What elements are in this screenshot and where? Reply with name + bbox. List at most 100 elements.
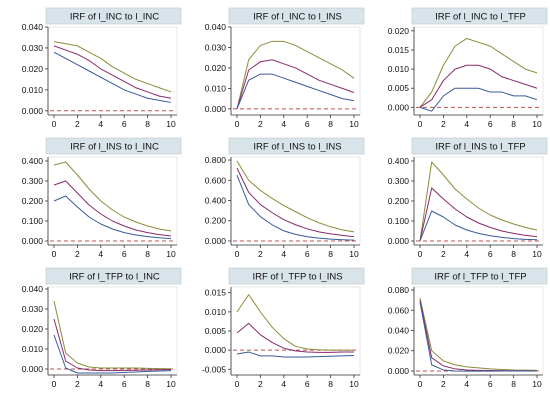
y-tick-label: 0.000 [22,106,44,116]
panel-title-strip [411,267,548,285]
panel-title: IRF of l_TFP to l_INC [69,272,160,283]
y-tick-label: 0.020 [388,26,410,36]
x-tick-label: 6 [122,379,127,389]
x-tick-label: 2 [441,379,446,389]
x-tick-label: 10 [532,249,542,259]
y-tick-label: 0.000 [388,102,410,112]
plot-area [47,26,178,116]
y-tick-label: 0.040 [22,284,44,294]
panel-title: IRF of l_TFP to l_INS [252,272,342,283]
y-tick-label: 0.080 [388,285,410,295]
x-tick-label: 4 [464,379,469,389]
x-tick-label: 0 [418,249,423,259]
plot-area [413,26,544,116]
series-line-1 [236,160,355,233]
irf-panel-5: IRF of l_INS to l_INS 0.000 0.200 0.400 0.60… [205,137,365,259]
series-line-2 [236,322,354,353]
x-tick-label: 0 [52,249,57,259]
irf-panel-2: IRF of l_INC to l_INS 0.000 0.010 0.020 0.03… [205,7,365,129]
irf-panel-8: IRF of l_TFP to l_INS -0.005 0.000 0.005 0.0… [202,267,365,389]
y-tick-label: 0.040 [205,22,227,32]
series-line-1 [236,294,354,351]
x-tick-label: 2 [75,119,80,129]
y-tick-label: 0.000 [205,345,227,355]
panel-title-strip [228,7,365,25]
x-tick-label: 2 [75,379,80,389]
y-tick-label: 0.040 [22,22,44,32]
series-line-2 [53,180,172,237]
panel-title: IRF of l_INC to l_TFP [435,12,526,23]
panel-title-strip [228,137,365,155]
y-tick-label: 0.800 [205,155,227,165]
x-tick-label: 4 [464,249,469,259]
series-line-1 [419,298,538,371]
x-tick-label: 4 [281,379,286,389]
y-tick-label: 0.020 [205,63,227,73]
series-line-2 [53,45,172,99]
series-line-2 [419,187,538,242]
y-tick-label: 0.015 [205,288,227,298]
series-line-1 [236,40,355,109]
x-tick-label: 10 [349,119,359,129]
y-tick-label: 0.600 [205,175,227,185]
series-line-3 [53,51,172,103]
y-tick-label: 0.040 [388,325,410,335]
y-tick-label: 0.000 [205,104,227,114]
panel-title-strip [45,267,182,285]
series-line-1 [419,161,538,242]
y-tick-label: 0.200 [388,196,410,206]
x-tick-label: 10 [166,379,176,389]
x-tick-label: 4 [98,379,103,389]
x-tick-label: 10 [532,119,542,129]
series-line-3 [236,175,355,241]
y-tick-label: 0.000 [22,364,44,374]
series-line-3 [419,87,538,112]
y-tick-label: 0.400 [205,195,227,205]
y-tick-label: 0.030 [205,42,227,52]
x-tick-label: 0 [235,379,240,389]
x-tick-label: 0 [418,379,423,389]
irf-panel-7: IRF of l_TFP to l_INC 0.000 0.010 0.020 0.03… [22,267,182,389]
y-tick-label: 0.005 [205,326,227,336]
y-tick-label: 0.030 [22,304,44,314]
y-tick-label: 0.010 [205,307,227,317]
x-tick-label: 8 [511,379,516,389]
y-tick-label: 0.010 [22,344,44,354]
y-tick-label: 0.010 [388,64,410,74]
x-tick-label: 10 [349,249,359,259]
y-tick-label: 0.005 [388,83,410,93]
x-tick-label: 0 [418,119,423,129]
plot-area [47,156,178,246]
y-tick-label: 0.020 [388,346,410,356]
x-tick-label: 8 [328,119,333,129]
series-line-3 [236,73,355,110]
x-tick-label: 8 [145,379,150,389]
x-tick-label: 10 [166,119,176,129]
y-tick-label: 0.000 [22,236,44,246]
x-tick-label: 8 [511,119,516,129]
y-tick-label: 0.020 [22,64,44,74]
y-tick-label: 0.060 [388,305,410,315]
panel-title: IRF of l_INC to l_INS [253,12,342,23]
panel-title: IRF of l_TFP to l_TFP [434,272,526,283]
panel-title-strip [45,137,182,155]
x-tick-label: 2 [258,119,263,129]
x-tick-label: 0 [52,379,57,389]
x-tick-label: 8 [145,119,150,129]
plot-area [230,26,361,116]
irf-panel-6: IRF of l_INS to l_TFP 0.000 0.100 0.200 0.30… [388,137,548,259]
series-line-3 [236,351,355,358]
y-tick-label: 0.400 [388,156,410,166]
series-line-3 [419,210,538,242]
x-tick-label: 0 [235,249,240,259]
x-tick-label: 6 [488,119,493,129]
y-tick-label: 0.200 [22,196,44,206]
y-tick-label: 0.010 [205,83,227,93]
y-tick-label: 0.200 [205,216,227,226]
plot-area [413,156,544,246]
irf-panel-4: IRF of l_INS to l_INC 0.000 0.100 0.200 0.30… [22,137,182,259]
y-tick-label: 0.300 [388,176,410,186]
x-tick-label: 0 [52,119,57,129]
x-tick-label: 6 [305,379,310,389]
